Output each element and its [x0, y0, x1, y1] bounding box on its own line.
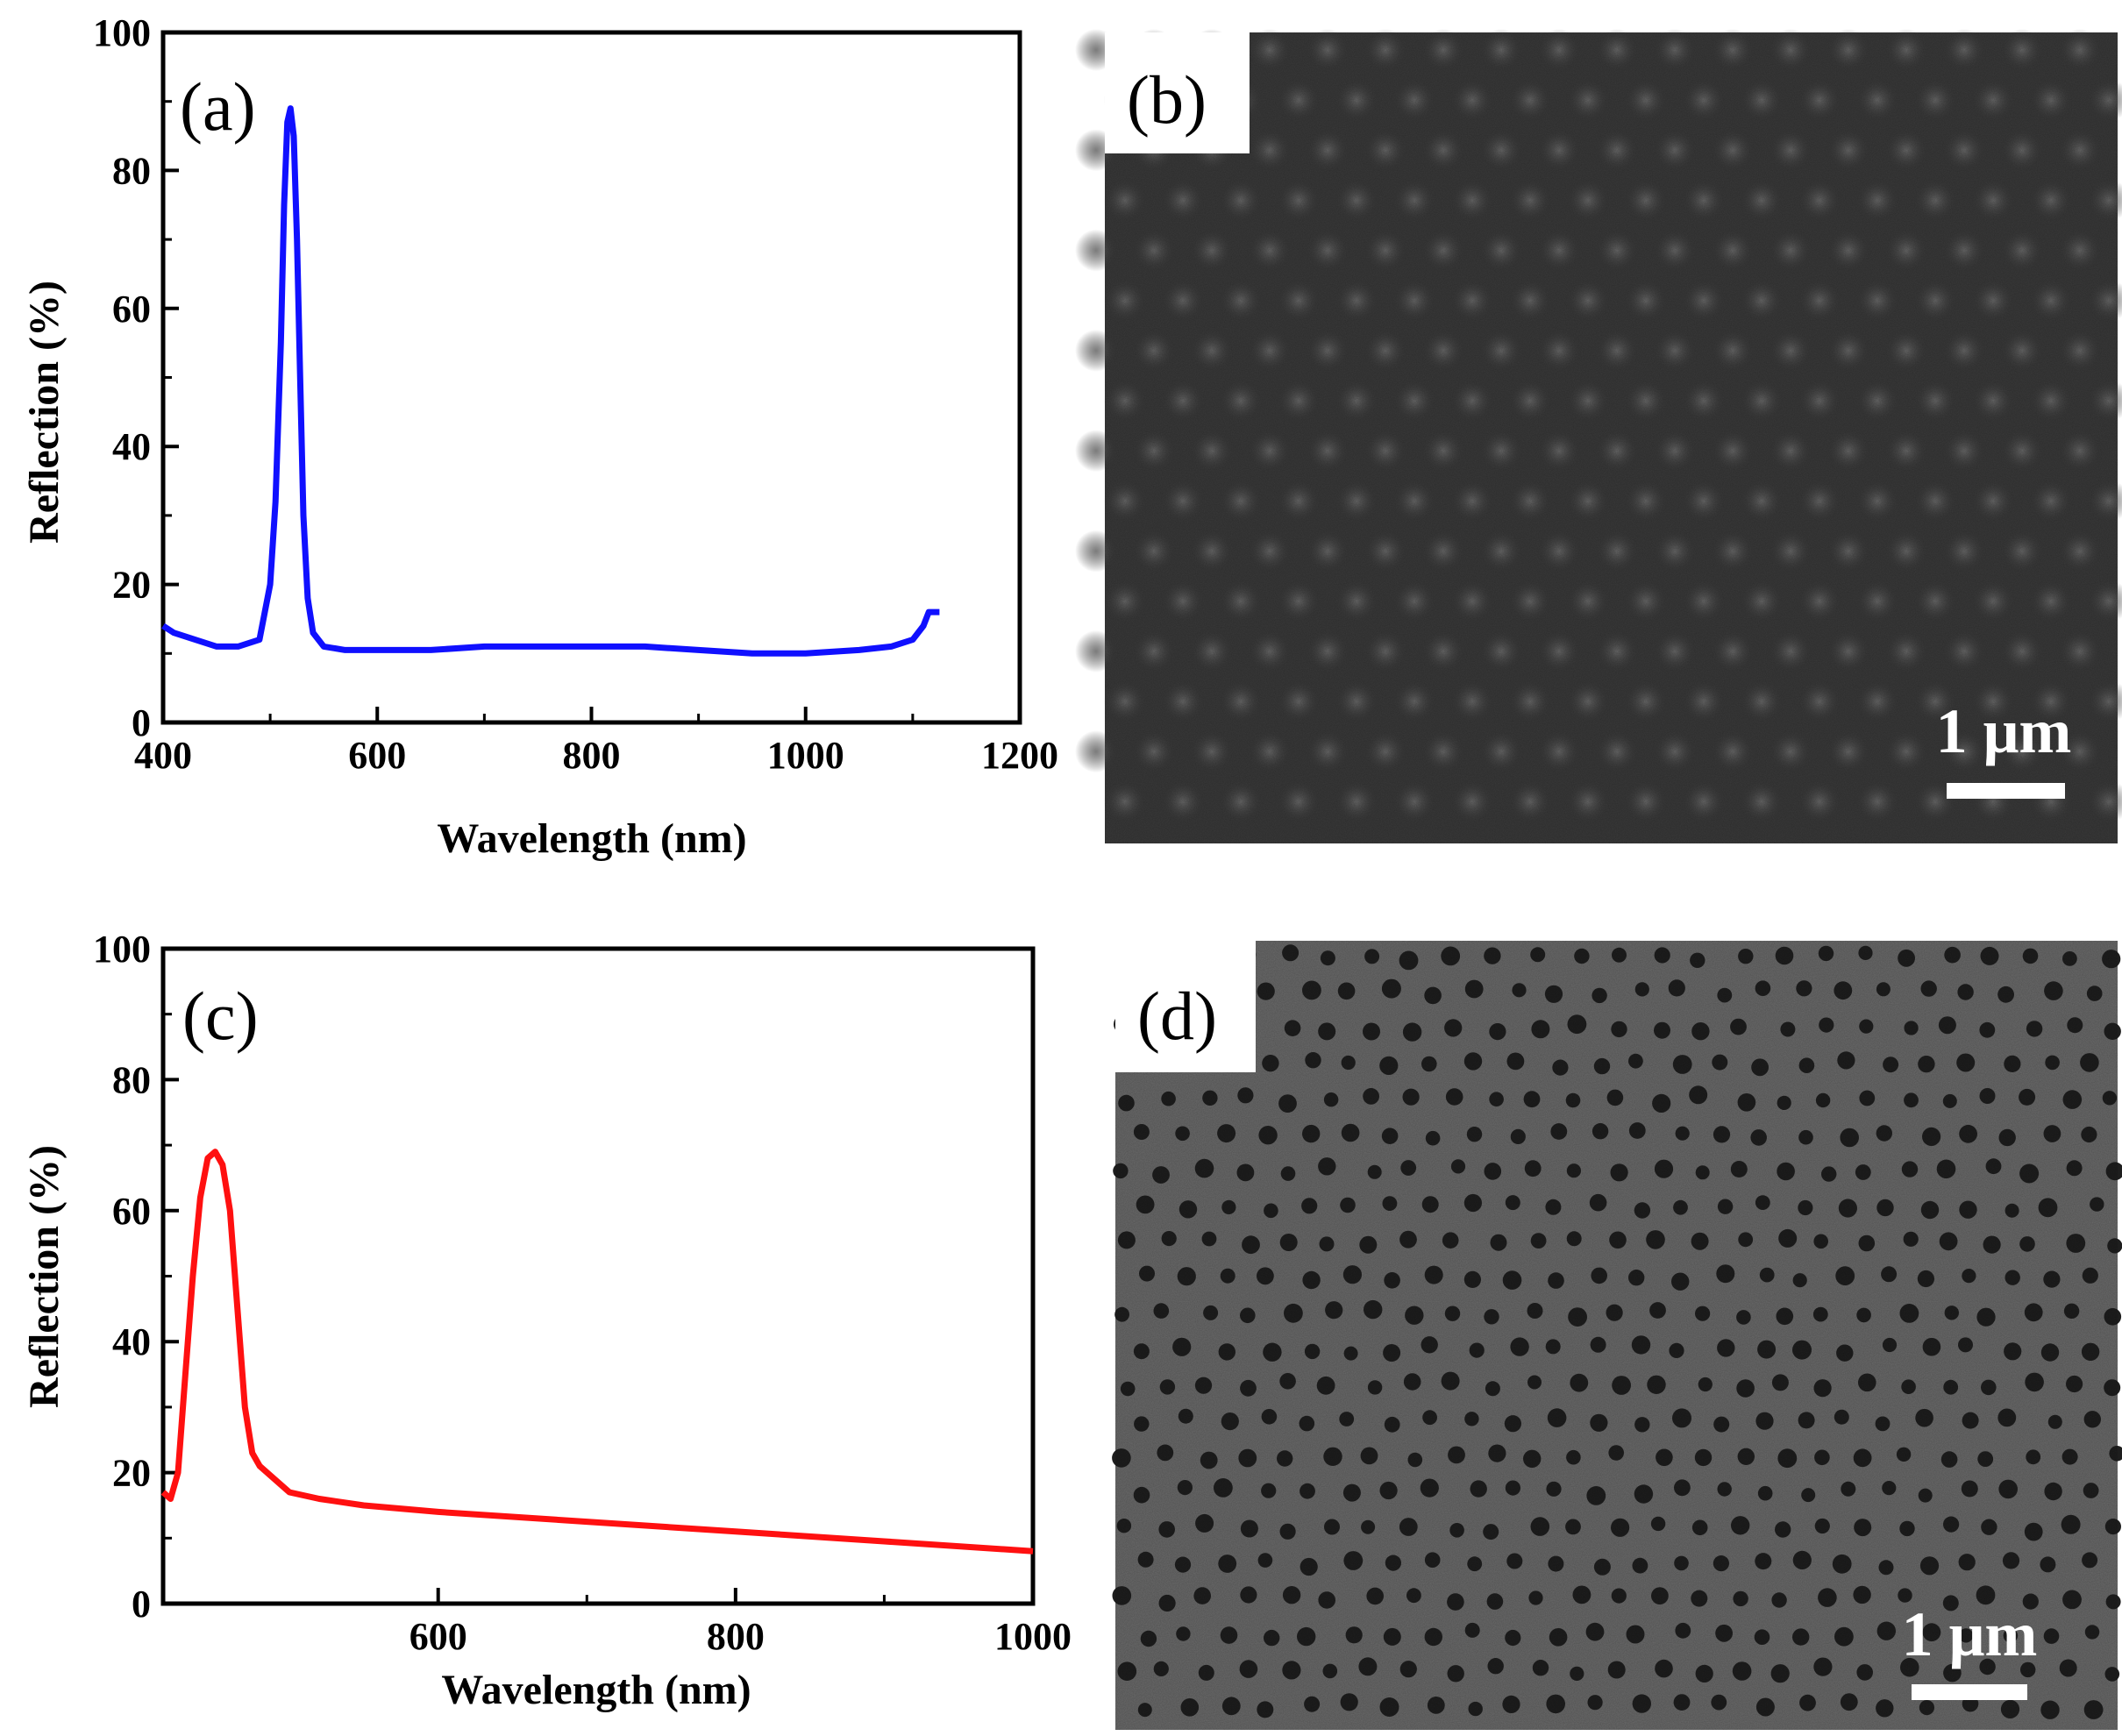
plot-c-xtick-label: 1000	[994, 1615, 1072, 1658]
panel-a-label: (a)	[180, 68, 256, 145]
plot-c-ytick-label: 20	[112, 1452, 151, 1495]
plot-a-ytick-label: 40	[112, 425, 151, 468]
plot-c-xtick-label: 800	[707, 1615, 765, 1658]
panel-d-sem-image: (d) 1 μm	[1112, 941, 2122, 1730]
plot-a-xlabel: Wavelength (nm)	[437, 815, 746, 862]
panel-b-sem-image: (b) 1 μm	[1075, 29, 2122, 843]
plot-a-ytick-label: 0	[132, 701, 151, 744]
panel-b-label-box	[1105, 32, 1250, 153]
plot-c-ytick-label: 40	[112, 1320, 151, 1363]
panel-b-scale-bar	[1947, 783, 2065, 799]
plot-a-xtick-label: 600	[348, 734, 406, 777]
plot-a-ytick-label: 80	[112, 149, 151, 192]
panel-c-chart: 0 20 40 60 80 100 600 800 1000 (c) Wavelength (n…	[21, 928, 1072, 1713]
plot-c-ylabel: Reflection (%)	[21, 1145, 68, 1408]
panel-d-scale-bar	[1912, 1684, 2027, 1700]
panel-c-label: (c)	[182, 978, 259, 1054]
panel-d-label-box	[1115, 941, 1256, 1072]
panel-d-scale-label: 1 μm	[1902, 1599, 2038, 1669]
panel-b-label: (b)	[1127, 61, 1207, 138]
panel-d-label: (d)	[1137, 978, 1217, 1054]
plot-c-spectrum-line	[160, 1149, 1034, 1555]
plot-a-ylabel: Reflection (%)	[21, 281, 68, 544]
sem-d-noise	[1115, 941, 2118, 1730]
plot-c-ytick-label: 100	[93, 928, 151, 971]
plot-c-xlabel: Wavelength (nm)	[441, 1667, 751, 1713]
plot-c-ticks: 0 20 40 60 80 100 600 800 1000	[93, 928, 1072, 1658]
plot-a-ytick-label: 20	[112, 564, 151, 607]
plot-c-xtick-label: 600	[409, 1615, 467, 1658]
plot-a-ytick-label: 60	[112, 288, 151, 331]
plot-a-ytick-label: 100	[93, 11, 151, 54]
panel-b-scale-label: 1 μm	[1936, 696, 2072, 766]
plot-a-xtick-label: 800	[563, 734, 621, 777]
plot-c-ytick-label: 0	[132, 1583, 151, 1626]
panel-a-chart: 0 20 40 60 80 100 400 600 800 1000 1200 (a) Wavele…	[21, 11, 1058, 862]
plot-a-spectrum-line	[161, 105, 940, 657]
plot-a-frame	[160, 30, 1022, 725]
plot-c-frame	[160, 946, 1036, 1606]
plot-a-xtick-label: 1000	[767, 734, 844, 777]
sem-b-noise	[1105, 32, 2118, 843]
plot-a-xtick-label: 400	[134, 734, 192, 777]
plot-c-ytick-label: 60	[112, 1190, 151, 1233]
plot-a-xtick-label: 1200	[981, 734, 1058, 777]
plot-c-ytick-label: 80	[112, 1058, 151, 1101]
plot-a-ticks: 0 20 40 60 80 100 400 600 800 1000 1200	[93, 11, 1058, 777]
